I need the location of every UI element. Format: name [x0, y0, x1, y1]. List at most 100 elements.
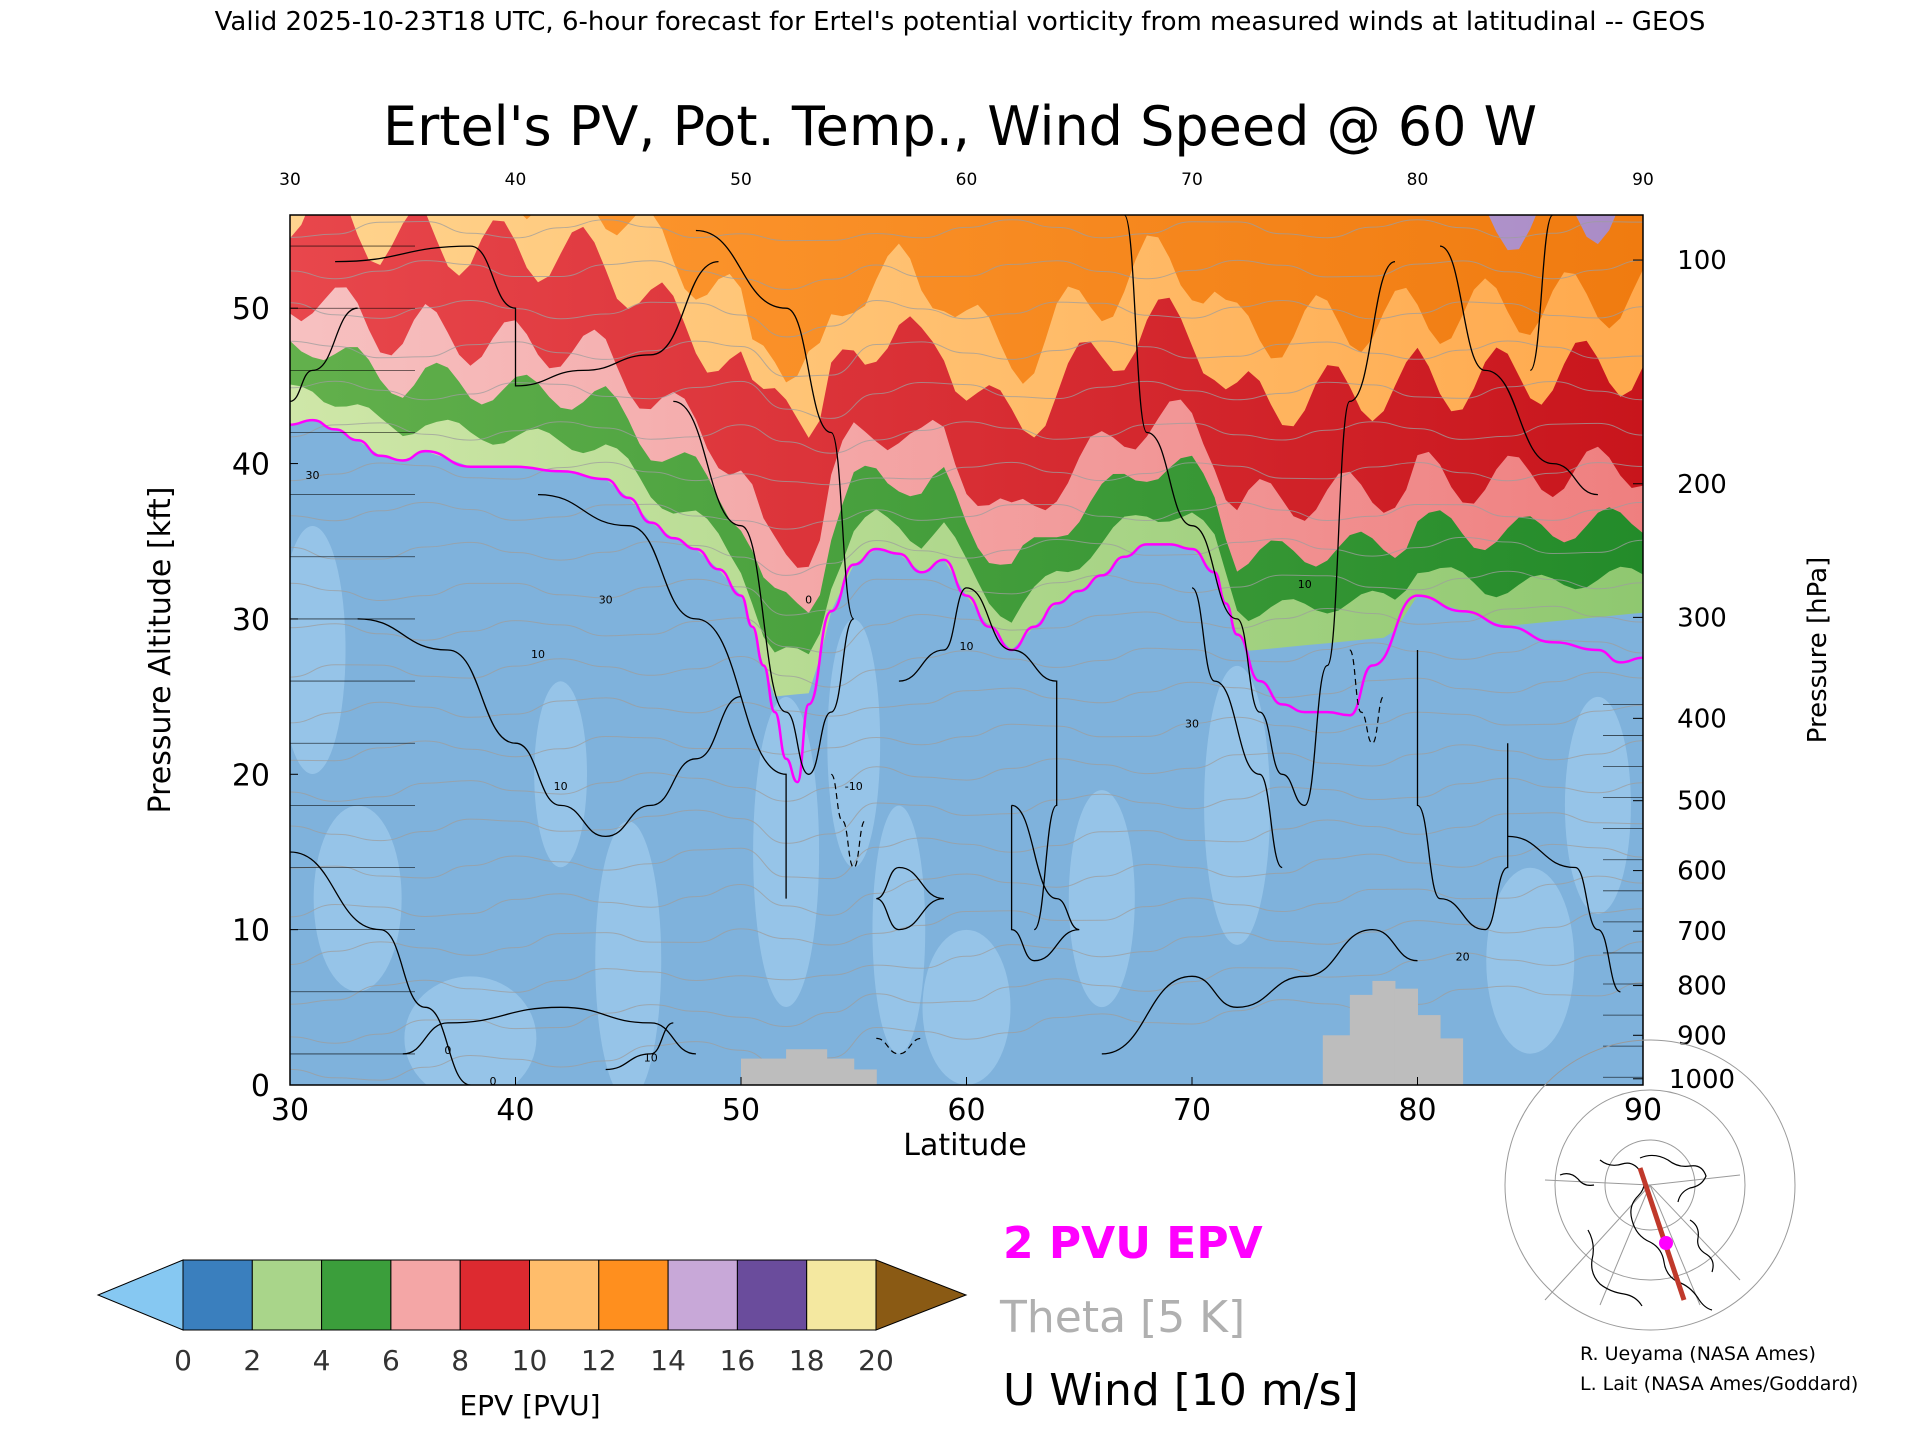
y-tick-label: 20 — [232, 758, 270, 793]
u-wind-contour-label: 10 — [960, 640, 974, 653]
u-wind-contour-line — [290, 851, 471, 1085]
theta-contour-line — [290, 259, 1643, 290]
colorbar-tick-label: 16 — [720, 1344, 756, 1377]
colorbar: 0 2 4 6 8 10 12 14 16 18 20 — [96, 1259, 968, 1377]
x-top-tick-label: 90 — [1632, 170, 1654, 190]
u-wind-contour-label: 10 — [1298, 578, 1312, 591]
pressure-axis: 100 200 300 400 500 600 700 800 900 1000 — [1603, 246, 1735, 1095]
low-pv-patch — [534, 681, 587, 868]
pv-2pvu-contour — [290, 418, 1643, 784]
chart-title: Ertel's PV, Pot. Temp., Wind Speed @ 60 … — [383, 95, 1537, 158]
u-wind-contour-line — [1101, 928, 1418, 1055]
colorbar-segment — [598, 1259, 669, 1331]
terrain — [741, 980, 1464, 1085]
colorbar-tick-label: 8 — [451, 1344, 469, 1377]
pressure-tick-label: 500 — [1677, 787, 1727, 817]
pressure-tick-label: 800 — [1677, 972, 1727, 1002]
low-pv-patch — [290, 526, 346, 774]
u-wind-contour-label: -10 — [845, 780, 863, 793]
low-pv-patch — [1204, 665, 1271, 945]
x-top-tick-label: 30 — [279, 170, 301, 190]
u-wind-contour-line — [335, 245, 719, 387]
theta-contour-line — [290, 461, 1643, 486]
colorbar-tick-label: 14 — [650, 1344, 686, 1377]
terrain-block — [1322, 1035, 1351, 1085]
legend-theta: Theta [5 K] — [999, 1292, 1245, 1343]
terrain-block — [826, 1058, 855, 1085]
terrain-block — [1440, 1038, 1464, 1085]
low-pv-patch — [922, 929, 1011, 1085]
pressure-tick-label: 1000 — [1669, 1065, 1735, 1095]
u-wind-contour-line — [290, 307, 358, 403]
theta-contour-line — [290, 219, 1643, 242]
pressure-tick-label: 200 — [1677, 470, 1727, 500]
colorbar-segment — [667, 1259, 738, 1331]
x-tick-label: 60 — [947, 1093, 985, 1128]
terrain-block — [786, 1049, 828, 1085]
u-wind-contour-label: 30 — [599, 593, 613, 606]
pressure-tick-label: 100 — [1677, 246, 1727, 276]
map-marker — [1659, 1236, 1673, 1250]
pressure-tick-label: 400 — [1677, 704, 1727, 734]
x-axis-top: 30 40 50 60 70 80 90 — [279, 170, 1654, 190]
pressure-axis-label: Pressure [hPa] — [1803, 557, 1833, 744]
terrain-block — [1417, 1015, 1441, 1085]
low-pv-patch — [595, 821, 662, 1085]
u-wind-contour-line — [537, 493, 787, 899]
u-wind-contour-label: 10 — [531, 648, 545, 661]
x-tick-label: 90 — [1624, 1093, 1662, 1128]
theta-contours — [290, 219, 1643, 1081]
colorbar-tick-label: 12 — [581, 1344, 617, 1377]
x-tick-label: 30 — [271, 1093, 309, 1128]
low-pv-patch — [313, 805, 402, 992]
colorbar-segment — [806, 1259, 877, 1331]
theta-contour-line — [290, 875, 1643, 965]
colorbar-segment — [459, 1259, 531, 1331]
colorbar-tick-label: 18 — [789, 1344, 825, 1377]
stratosphere-bands — [290, 215, 1643, 697]
map-inset — [1504, 1039, 1796, 1331]
terrain-block — [853, 1069, 877, 1085]
theta-contour-line — [290, 570, 1643, 616]
x-axis-label: Latitude — [903, 1128, 1026, 1163]
credit-line-2: L. Lait (NASA Ames/Goddard) — [1580, 1373, 1858, 1395]
x-tick-label: 80 — [1398, 1093, 1436, 1128]
x-top-tick-label: 70 — [1181, 170, 1203, 190]
colorbar-under-arrow — [96, 1259, 184, 1331]
u-wind-contour-line — [876, 866, 945, 931]
low-pv-patch — [404, 976, 537, 1085]
terrain-block — [741, 1058, 787, 1085]
theta-contour-line — [290, 908, 1643, 1005]
credit-line-1: R. Ueyama (NASA Ames) — [1580, 1343, 1816, 1365]
y-tick-label: 10 — [232, 914, 270, 949]
x-tick-label: 50 — [722, 1093, 760, 1128]
y-axis-label: Pressure Altitude [kft] — [143, 487, 178, 814]
colorbar-label: EPV [PVU] — [459, 1389, 600, 1422]
y-tick-label: 40 — [232, 448, 270, 483]
colorbar-tick-label: 20 — [858, 1344, 894, 1377]
theta-contour-line — [290, 843, 1643, 918]
map-coastlines — [1559, 1154, 1714, 1311]
colorbar-tick-label: 4 — [313, 1344, 331, 1377]
low-pv-patch — [827, 619, 881, 868]
pressure-tick-label: 700 — [1677, 917, 1727, 947]
x-top-tick-label: 80 — [1407, 170, 1429, 190]
low-pv-patch — [1564, 696, 1631, 914]
u-wind-contours: 10 10 30 30 0 10 -10 10 30 20 10 0 0 — [290, 215, 1621, 1085]
pressure-tick-label: 300 — [1677, 603, 1727, 633]
y-axis: 0 10 20 30 40 50 — [232, 245, 415, 1104]
terrain-block — [1394, 988, 1418, 1085]
u-wind-contour-line — [1191, 587, 1283, 869]
y-tick-label: 50 — [232, 292, 270, 327]
u-wind-contour-line — [1123, 215, 1396, 807]
theta-contour-line — [290, 812, 1643, 880]
colorbar-segment — [251, 1259, 323, 1331]
u-wind-contour-line — [1439, 245, 1598, 496]
u-wind-contour-label: 20 — [1456, 951, 1470, 964]
u-wind-contour-line — [357, 618, 742, 838]
u-wind-contour-line — [605, 1022, 674, 1071]
theta-contour-line — [290, 536, 1643, 576]
u-wind-contour-label: 10 — [644, 1052, 658, 1065]
u-wind-contour-line — [402, 1006, 696, 1055]
colorbar-segment — [736, 1259, 808, 1331]
